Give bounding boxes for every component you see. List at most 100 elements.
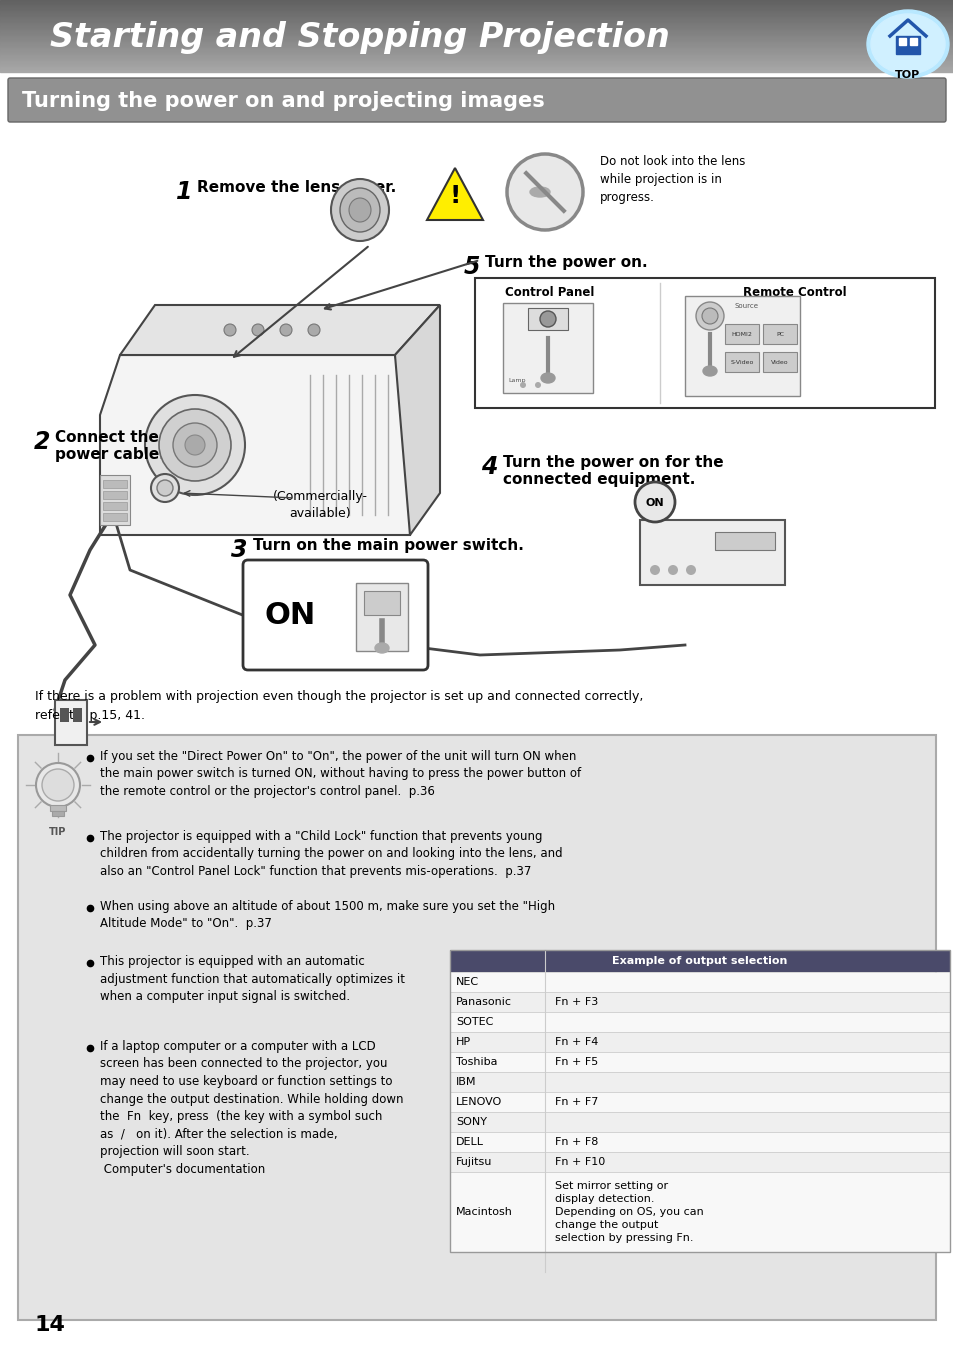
Bar — [0, 49, 953, 51]
Bar — [103, 491, 127, 500]
Bar — [450, 972, 949, 992]
Text: ON: ON — [264, 601, 315, 629]
Bar — [0, 20, 953, 22]
Bar — [0, 35, 953, 36]
Bar — [0, 53, 953, 54]
Bar — [0, 23, 953, 24]
Bar — [0, 38, 953, 40]
Text: Fn + F8: Fn + F8 — [555, 1137, 598, 1148]
Bar — [0, 62, 953, 63]
Text: Turn the power on for the
connected equipment.: Turn the power on for the connected equi… — [502, 455, 723, 487]
Circle shape — [308, 324, 319, 336]
Bar — [762, 352, 796, 373]
Ellipse shape — [375, 643, 389, 653]
Bar — [0, 9, 953, 11]
Bar — [450, 1133, 949, 1152]
Bar — [52, 811, 64, 815]
Bar — [0, 30, 953, 31]
Bar — [684, 296, 800, 396]
Bar — [73, 707, 82, 722]
Text: Set mirror setting or
display detection.
Depending on OS, you can
change the out: Set mirror setting or display detection.… — [555, 1181, 703, 1243]
Circle shape — [649, 566, 659, 575]
Bar — [0, 50, 953, 53]
Bar — [724, 352, 759, 373]
Bar — [0, 28, 953, 31]
Circle shape — [252, 324, 264, 336]
Text: SOTEC: SOTEC — [456, 1017, 493, 1027]
Bar — [100, 475, 130, 525]
Bar — [0, 59, 953, 62]
Text: The projector is equipped with a "Child Lock" function that prevents young
child: The projector is equipped with a "Child … — [100, 830, 562, 878]
Text: Lamp: Lamp — [507, 378, 525, 383]
Text: LENOVO: LENOVO — [456, 1098, 501, 1107]
Polygon shape — [427, 167, 482, 220]
Circle shape — [172, 423, 216, 467]
Ellipse shape — [702, 366, 717, 377]
Ellipse shape — [339, 188, 379, 232]
FancyBboxPatch shape — [243, 560, 428, 670]
Circle shape — [159, 409, 231, 481]
Bar — [0, 54, 953, 55]
Ellipse shape — [870, 14, 944, 74]
Bar — [0, 5, 953, 8]
Bar — [0, 70, 953, 73]
Bar — [60, 707, 69, 722]
Bar — [450, 1031, 949, 1052]
Bar — [0, 69, 953, 70]
Text: Connect the
power cable.: Connect the power cable. — [55, 431, 165, 463]
Bar — [355, 583, 408, 651]
Bar — [450, 1012, 949, 1031]
Bar — [10, 80, 943, 120]
Circle shape — [535, 382, 540, 387]
Text: Toshiba: Toshiba — [456, 1057, 497, 1066]
Text: TIP: TIP — [50, 828, 67, 837]
Text: Panasonic: Panasonic — [456, 998, 512, 1007]
Bar — [0, 15, 953, 16]
Bar — [0, 11, 953, 12]
Bar — [0, 47, 953, 49]
Circle shape — [185, 435, 205, 455]
Bar — [450, 992, 949, 1012]
Bar — [0, 1, 953, 3]
Text: Remote Control: Remote Control — [742, 286, 846, 298]
Bar — [0, 40, 953, 42]
Bar — [450, 1152, 949, 1172]
Text: (Commercially-
available): (Commercially- available) — [273, 490, 367, 520]
Bar — [639, 520, 784, 585]
Bar — [0, 65, 953, 66]
Text: Turning the power on and projecting images: Turning the power on and projecting imag… — [22, 90, 544, 111]
Bar — [450, 950, 949, 1251]
Text: 2: 2 — [33, 431, 50, 454]
Polygon shape — [395, 305, 439, 535]
Bar — [0, 59, 953, 61]
Bar — [0, 3, 953, 4]
Bar — [0, 31, 953, 32]
Bar — [0, 18, 953, 20]
Bar — [18, 734, 935, 1320]
Text: Fn + F3: Fn + F3 — [555, 998, 598, 1007]
Text: 3: 3 — [232, 539, 248, 562]
Text: DELL: DELL — [456, 1137, 483, 1148]
Bar — [714, 532, 774, 549]
Text: ON: ON — [645, 498, 663, 508]
Circle shape — [224, 324, 235, 336]
Bar — [0, 16, 953, 19]
Bar — [0, 51, 953, 53]
Bar — [0, 38, 953, 39]
Bar — [0, 55, 953, 57]
Text: Turn the power on.: Turn the power on. — [484, 255, 647, 270]
Bar — [0, 7, 953, 9]
Text: HP: HP — [456, 1037, 471, 1048]
Bar — [0, 16, 953, 18]
Circle shape — [667, 566, 678, 575]
Bar — [450, 1172, 949, 1251]
Bar — [909, 38, 916, 45]
FancyBboxPatch shape — [8, 78, 945, 121]
Polygon shape — [100, 355, 410, 535]
Circle shape — [696, 302, 723, 329]
Bar — [103, 502, 127, 510]
Circle shape — [36, 763, 80, 807]
Text: Starting and Stopping Projection: Starting and Stopping Projection — [50, 22, 669, 54]
Bar — [450, 1112, 949, 1133]
Text: Fn + F10: Fn + F10 — [555, 1157, 604, 1166]
